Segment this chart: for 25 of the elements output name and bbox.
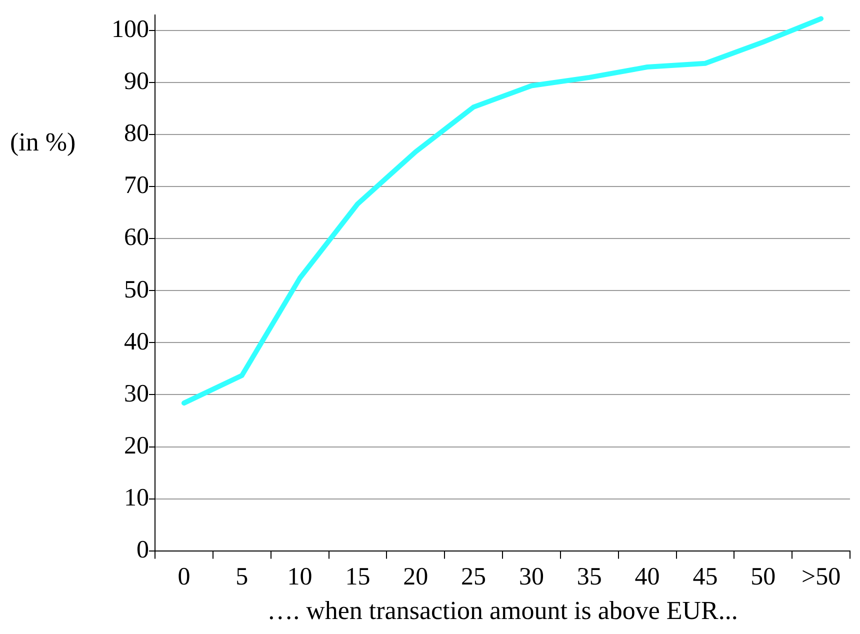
x-tick-label: 0 [178, 563, 190, 590]
y-tick-label: 100 [112, 16, 149, 44]
y-tick-label: 40 [124, 328, 149, 356]
x-tick-label: 25 [461, 563, 486, 590]
x-tick-label: 5 [236, 563, 248, 590]
y-axis-title: (in %) [10, 127, 76, 156]
y-tick-label: 90 [124, 68, 149, 96]
y-tick-label: 70 [124, 172, 149, 200]
y-tick-label: 50 [124, 276, 149, 304]
y-tick-label: 20 [124, 432, 149, 460]
y-tick-label: 10 [124, 484, 149, 512]
x-tick-label: 45 [692, 563, 718, 590]
x-tick-label: 30 [518, 563, 544, 590]
y-tick-label: 80 [124, 120, 149, 148]
y-tick-label: 0 [136, 536, 149, 564]
y-tick-label: 60 [124, 224, 149, 252]
x-axis-title: …. when transaction amount is above EUR... [267, 596, 738, 626]
x-tick-label: 15 [345, 563, 370, 590]
x-tick-label: 50 [750, 563, 776, 590]
x-tick-label: >50 [801, 563, 841, 590]
x-tick-label: 20 [403, 563, 428, 590]
x-tick-label: 10 [287, 563, 312, 590]
y-tick-label: 30 [124, 380, 149, 408]
x-tick-label: 40 [634, 563, 660, 590]
x-tick-label: 35 [576, 563, 602, 590]
